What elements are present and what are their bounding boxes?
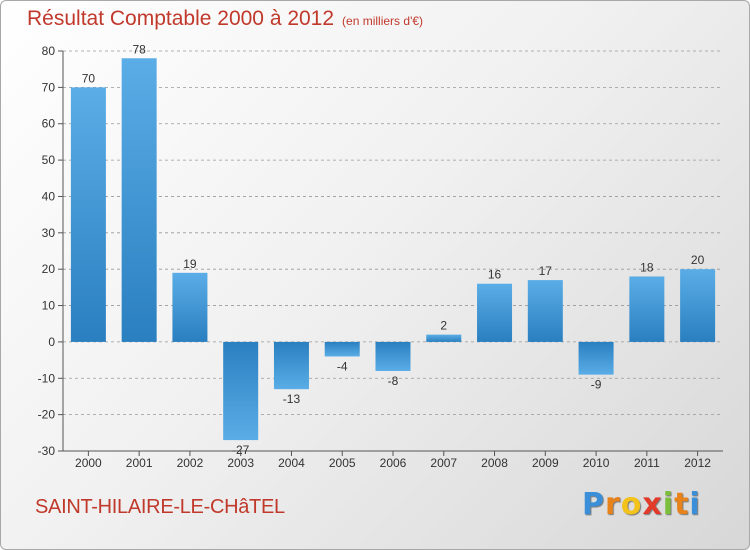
value-label: -4 (337, 359, 348, 373)
y-tick-label: 30 (42, 226, 56, 240)
y-tick-label: 60 (42, 117, 56, 131)
bar-2012 (680, 269, 715, 342)
bar-2006 (376, 342, 411, 371)
bar-2010 (579, 342, 614, 375)
proxiti-logo: Proxiti (582, 487, 701, 522)
value-label: -13 (283, 392, 301, 406)
commune-name: SAINT-HILAIRE-LE-CHâTEL (35, 496, 285, 519)
y-tick-label: -20 (38, 408, 56, 422)
bar-2000 (71, 87, 106, 342)
bar-2009 (528, 280, 563, 342)
y-tick-label: -30 (38, 444, 56, 458)
y-tick-label: 20 (42, 262, 56, 276)
logo-letter: x (642, 487, 662, 522)
bar-2002 (172, 273, 207, 342)
x-tick-label: 2012 (684, 456, 711, 470)
x-tick-label: 2011 (634, 456, 660, 470)
bar-2001 (122, 58, 157, 342)
y-tick-label: -10 (38, 371, 56, 385)
value-label: 78 (132, 42, 146, 56)
value-label: 19 (183, 257, 197, 271)
logo-letter: i (663, 487, 674, 522)
x-tick-label: 2007 (430, 456, 457, 470)
y-tick-label: 70 (42, 80, 56, 94)
x-tick-label: 2010 (583, 456, 610, 470)
value-label: -27 (232, 443, 250, 457)
x-tick-label: 2002 (177, 456, 204, 470)
value-label: -8 (388, 374, 399, 388)
logo-letter: t (674, 487, 689, 522)
x-tick-label: 2000 (75, 456, 102, 470)
bar-2011 (629, 276, 664, 341)
value-label: 17 (539, 264, 553, 278)
y-tick-label: 10 (42, 299, 56, 313)
y-tick-label: 40 (42, 189, 56, 203)
bar-chart: -30 -20 -10 0 10 20 30 40 50 60 70 80 70 2000 78 2001 19… (1, 1, 749, 549)
bar-2005 (325, 342, 360, 357)
bar-2004 (274, 342, 309, 389)
value-label: 70 (82, 71, 96, 85)
logo-letter: i (689, 487, 700, 522)
bar-2007 (426, 335, 461, 342)
bar-2008 (477, 284, 512, 342)
logo-letter: o (621, 487, 643, 522)
value-label: 20 (691, 253, 705, 267)
x-tick-label: 2005 (329, 456, 356, 470)
x-tick-label: 2004 (278, 456, 305, 470)
axes (58, 51, 723, 456)
value-label: -9 (591, 378, 602, 392)
chart-frame: Résultat Comptable 2000 à 2012 (en millie… (0, 0, 750, 550)
x-tick-label: 2003 (227, 456, 254, 470)
y-tick-label: 80 (42, 44, 56, 58)
value-label: 18 (640, 260, 654, 274)
x-tick-label: 2001 (126, 456, 153, 470)
value-label: 16 (488, 268, 502, 282)
grid-lines (63, 51, 723, 451)
logo-letter: P (582, 487, 605, 522)
y-tick-label: 0 (48, 335, 55, 349)
logo-letter: r (605, 487, 621, 522)
bar-2003 (223, 342, 258, 440)
value-label: 2 (440, 319, 447, 333)
x-tick-label: 2009 (532, 456, 559, 470)
x-tick-label: 2006 (380, 456, 407, 470)
x-tick-label: 2008 (481, 456, 508, 470)
y-tick-label: 50 (42, 153, 56, 167)
